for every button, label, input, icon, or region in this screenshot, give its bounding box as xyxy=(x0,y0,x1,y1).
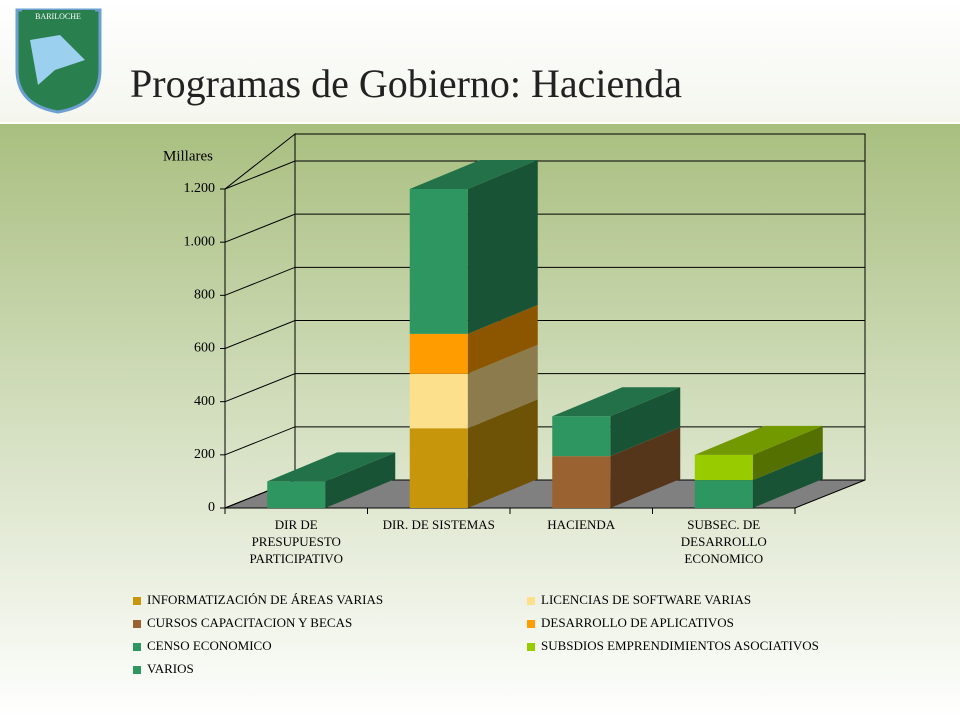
bar-segment xyxy=(552,387,681,457)
bar-top xyxy=(409,160,538,189)
bar-segment xyxy=(267,452,396,508)
slide-title: Programas de Gobierno: Hacienda xyxy=(130,61,682,106)
bar-segment xyxy=(409,160,538,334)
y-tick-label: 600 xyxy=(194,341,215,356)
legend-label: CURSOS CAPACITACION Y BECAS xyxy=(147,615,352,630)
bar-side xyxy=(610,387,681,457)
legend-swatch xyxy=(527,620,535,628)
x-tick-label: DIR DE PRESUPUESTO PARTICIPATIVO xyxy=(249,517,343,566)
bar-side xyxy=(467,399,538,508)
legend-label: INFORMATIZACIÓN DE ÁREAS VARIAS xyxy=(147,592,383,607)
legend-swatch xyxy=(133,597,141,605)
y-tick-label: 400 xyxy=(194,394,215,409)
y-tick-label: 0 xyxy=(208,500,215,515)
bar-segment xyxy=(409,399,538,508)
logo-text: BARILOCHE xyxy=(35,12,81,21)
bar-segment xyxy=(552,427,681,508)
grid-line xyxy=(224,213,865,243)
bar-segment xyxy=(409,304,538,374)
legend-swatch xyxy=(133,620,141,628)
legend-swatch xyxy=(527,643,535,651)
bar xyxy=(552,416,611,457)
y-tick-label: 200 xyxy=(194,447,215,462)
header-bg xyxy=(0,0,960,122)
bar-top xyxy=(267,452,396,482)
y-axis-label: Millares xyxy=(163,148,213,164)
bar-side xyxy=(467,160,538,334)
bar-side xyxy=(467,304,538,374)
legend-label: DESARROLLO DE APLICATIVOS xyxy=(541,615,734,630)
bar-top xyxy=(694,425,823,455)
bar xyxy=(267,481,326,508)
bar xyxy=(694,480,753,508)
bar xyxy=(409,373,468,429)
legend-swatch xyxy=(527,597,535,605)
bar xyxy=(409,189,468,334)
bar-side xyxy=(752,425,823,481)
legend-swatch xyxy=(133,666,141,674)
bar xyxy=(552,456,611,508)
logo: BARILOCHE xyxy=(15,8,102,114)
legend-label: CENSO ECONOMICO xyxy=(147,638,272,653)
legend-swatch xyxy=(133,643,141,651)
grid-line xyxy=(224,373,865,403)
bar xyxy=(694,454,753,481)
legend-label: LICENCIAS DE SOFTWARE VARIAS xyxy=(541,592,751,607)
grid-line xyxy=(224,160,865,190)
y-tick-label: 800 xyxy=(194,288,215,303)
x-tick-label: SUBSEC. DE DESARROLLO ECONOMICO xyxy=(681,517,767,566)
grid-line xyxy=(224,320,865,349)
bar-segment xyxy=(694,451,823,508)
grid-line xyxy=(224,266,865,296)
bar-segment xyxy=(694,425,823,481)
bar xyxy=(409,333,468,374)
x-tick-label: DIR. DE SISTEMAS xyxy=(383,517,495,532)
bar-segment xyxy=(409,344,538,429)
x-tick-label: HACIENDA xyxy=(547,517,615,532)
bar-side xyxy=(467,344,538,429)
bar-side xyxy=(752,451,823,508)
bar-side xyxy=(610,427,681,508)
legend-label: SUBSDIOS EMPRENDIMIENTOS ASOCIATIVOS xyxy=(541,638,819,653)
bar-side xyxy=(325,452,396,508)
bar-top xyxy=(552,387,681,417)
y-tick-label: 1.000 xyxy=(184,234,216,249)
bar xyxy=(409,428,468,508)
legend-label: VARIOS xyxy=(147,661,194,676)
y-tick-label: 1.200 xyxy=(184,181,216,196)
